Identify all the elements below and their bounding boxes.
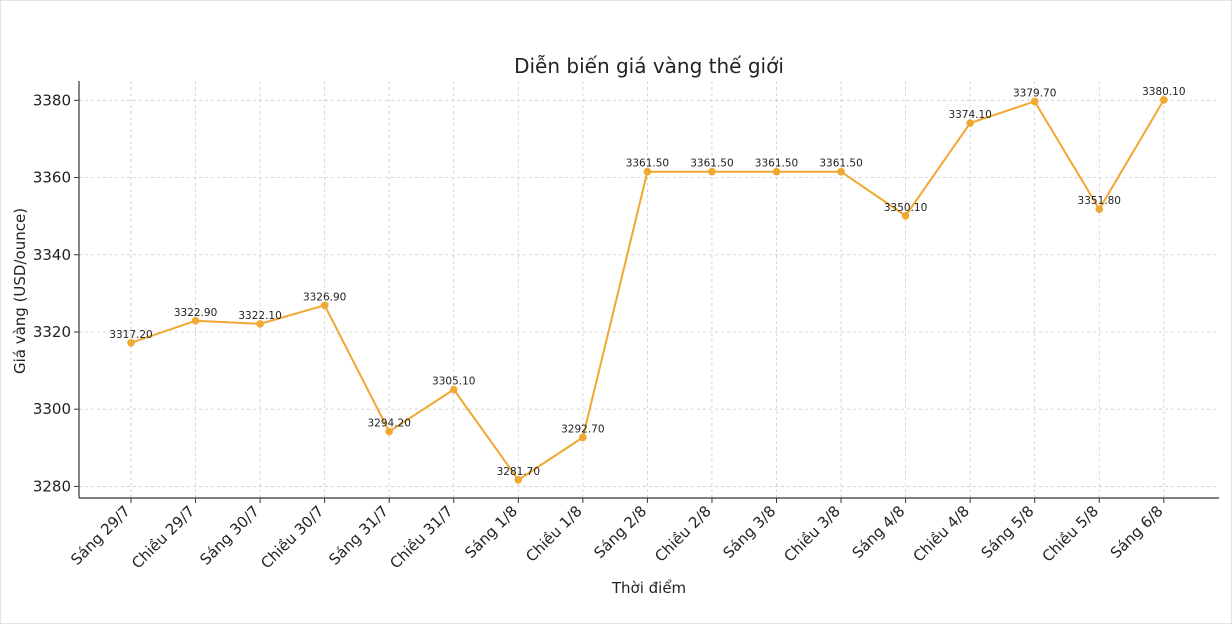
data-point [191, 316, 200, 325]
x-tick-label: Sáng 4/8 [849, 502, 909, 562]
y-tick-label: 3320 [33, 323, 71, 341]
data-label: 3361.50 [755, 158, 798, 170]
x-tick-label: Sáng 5/8 [978, 502, 1038, 562]
y-tick-label: 3280 [33, 477, 71, 495]
data-point [385, 427, 394, 436]
data-point [708, 167, 716, 176]
data-point [837, 167, 845, 176]
data-label: 3281.70 [497, 466, 540, 478]
y-ticks: 3280 3300 3320 3340 3360 3380 [33, 91, 79, 495]
data-label: 3380.10 [1142, 86, 1185, 98]
x-tick-label: Sáng 30/7 [196, 502, 263, 569]
x-tick-label: Chiều 2/8 [651, 502, 714, 565]
data-point [1160, 96, 1168, 104]
y-tick-label: 3360 [33, 169, 71, 187]
y-tick-label: 3340 [33, 246, 71, 264]
data-point [579, 433, 587, 442]
data-point [772, 167, 781, 176]
data-point [449, 385, 458, 394]
data-label: 3305.10 [432, 376, 475, 388]
data-label: 3361.50 [819, 158, 862, 170]
x-tick-label: Chiều 30/7 [257, 502, 327, 572]
x-tick-label: Sáng 2/8 [590, 502, 650, 562]
x-tick-label: Sáng 31/7 [325, 502, 392, 569]
data-label: 3351.80 [1078, 195, 1121, 207]
x-tick-label: Sáng 3/8 [719, 502, 779, 562]
y-tick-label: 3300 [33, 400, 71, 418]
data-point [1095, 205, 1104, 213]
data-point [643, 167, 652, 176]
x-tick-label: Sáng 29/7 [67, 502, 134, 569]
y-axis-title: Giá vàng (USD/ounce) [11, 208, 29, 374]
x-tick-label: Sáng 6/8 [1107, 502, 1167, 562]
data-point [966, 119, 974, 127]
data-label: 3361.50 [626, 158, 669, 170]
y-tick-label: 3380 [33, 91, 71, 109]
data-label: 3322.10 [238, 310, 281, 322]
data-label: 3374.10 [948, 109, 991, 121]
x-axis-title: Thời điểm [611, 579, 686, 597]
data-label: 3326.90 [303, 291, 346, 303]
data-labels: 3317.20 3322.90 3322.10 3326.90 3294.20 3305.… [109, 86, 1185, 478]
x-tick-label: Chiều 3/8 [780, 502, 843, 565]
x-tick-label: Chiều 1/8 [522, 502, 585, 565]
x-tick-label: Chiều 29/7 [128, 502, 198, 572]
data-point [256, 320, 264, 328]
data-label: 3379.70 [1013, 87, 1056, 99]
data-point [1030, 97, 1039, 106]
x-tick-label: Sáng 1/8 [461, 502, 521, 562]
axes [78, 81, 1219, 499]
data-label: 3292.70 [561, 423, 604, 435]
x-tick-label: Chiều 5/8 [1039, 502, 1102, 565]
data-point [514, 476, 523, 484]
data-point [127, 338, 135, 347]
data-point [320, 301, 329, 310]
x-tick-label: Chiều 31/7 [386, 502, 456, 572]
data-label: 3322.90 [174, 307, 217, 319]
data-label: 3361.50 [690, 158, 733, 170]
data-label: 3317.20 [109, 329, 152, 341]
grid [79, 81, 1219, 498]
data-point [901, 211, 910, 220]
data-points [127, 96, 1168, 484]
data-label: 3294.20 [367, 418, 410, 430]
x-tick-label: Chiều 4/8 [909, 502, 972, 565]
chart-title: Diễn biến giá vàng thế giới [514, 54, 784, 78]
data-label: 3350.10 [884, 202, 927, 214]
